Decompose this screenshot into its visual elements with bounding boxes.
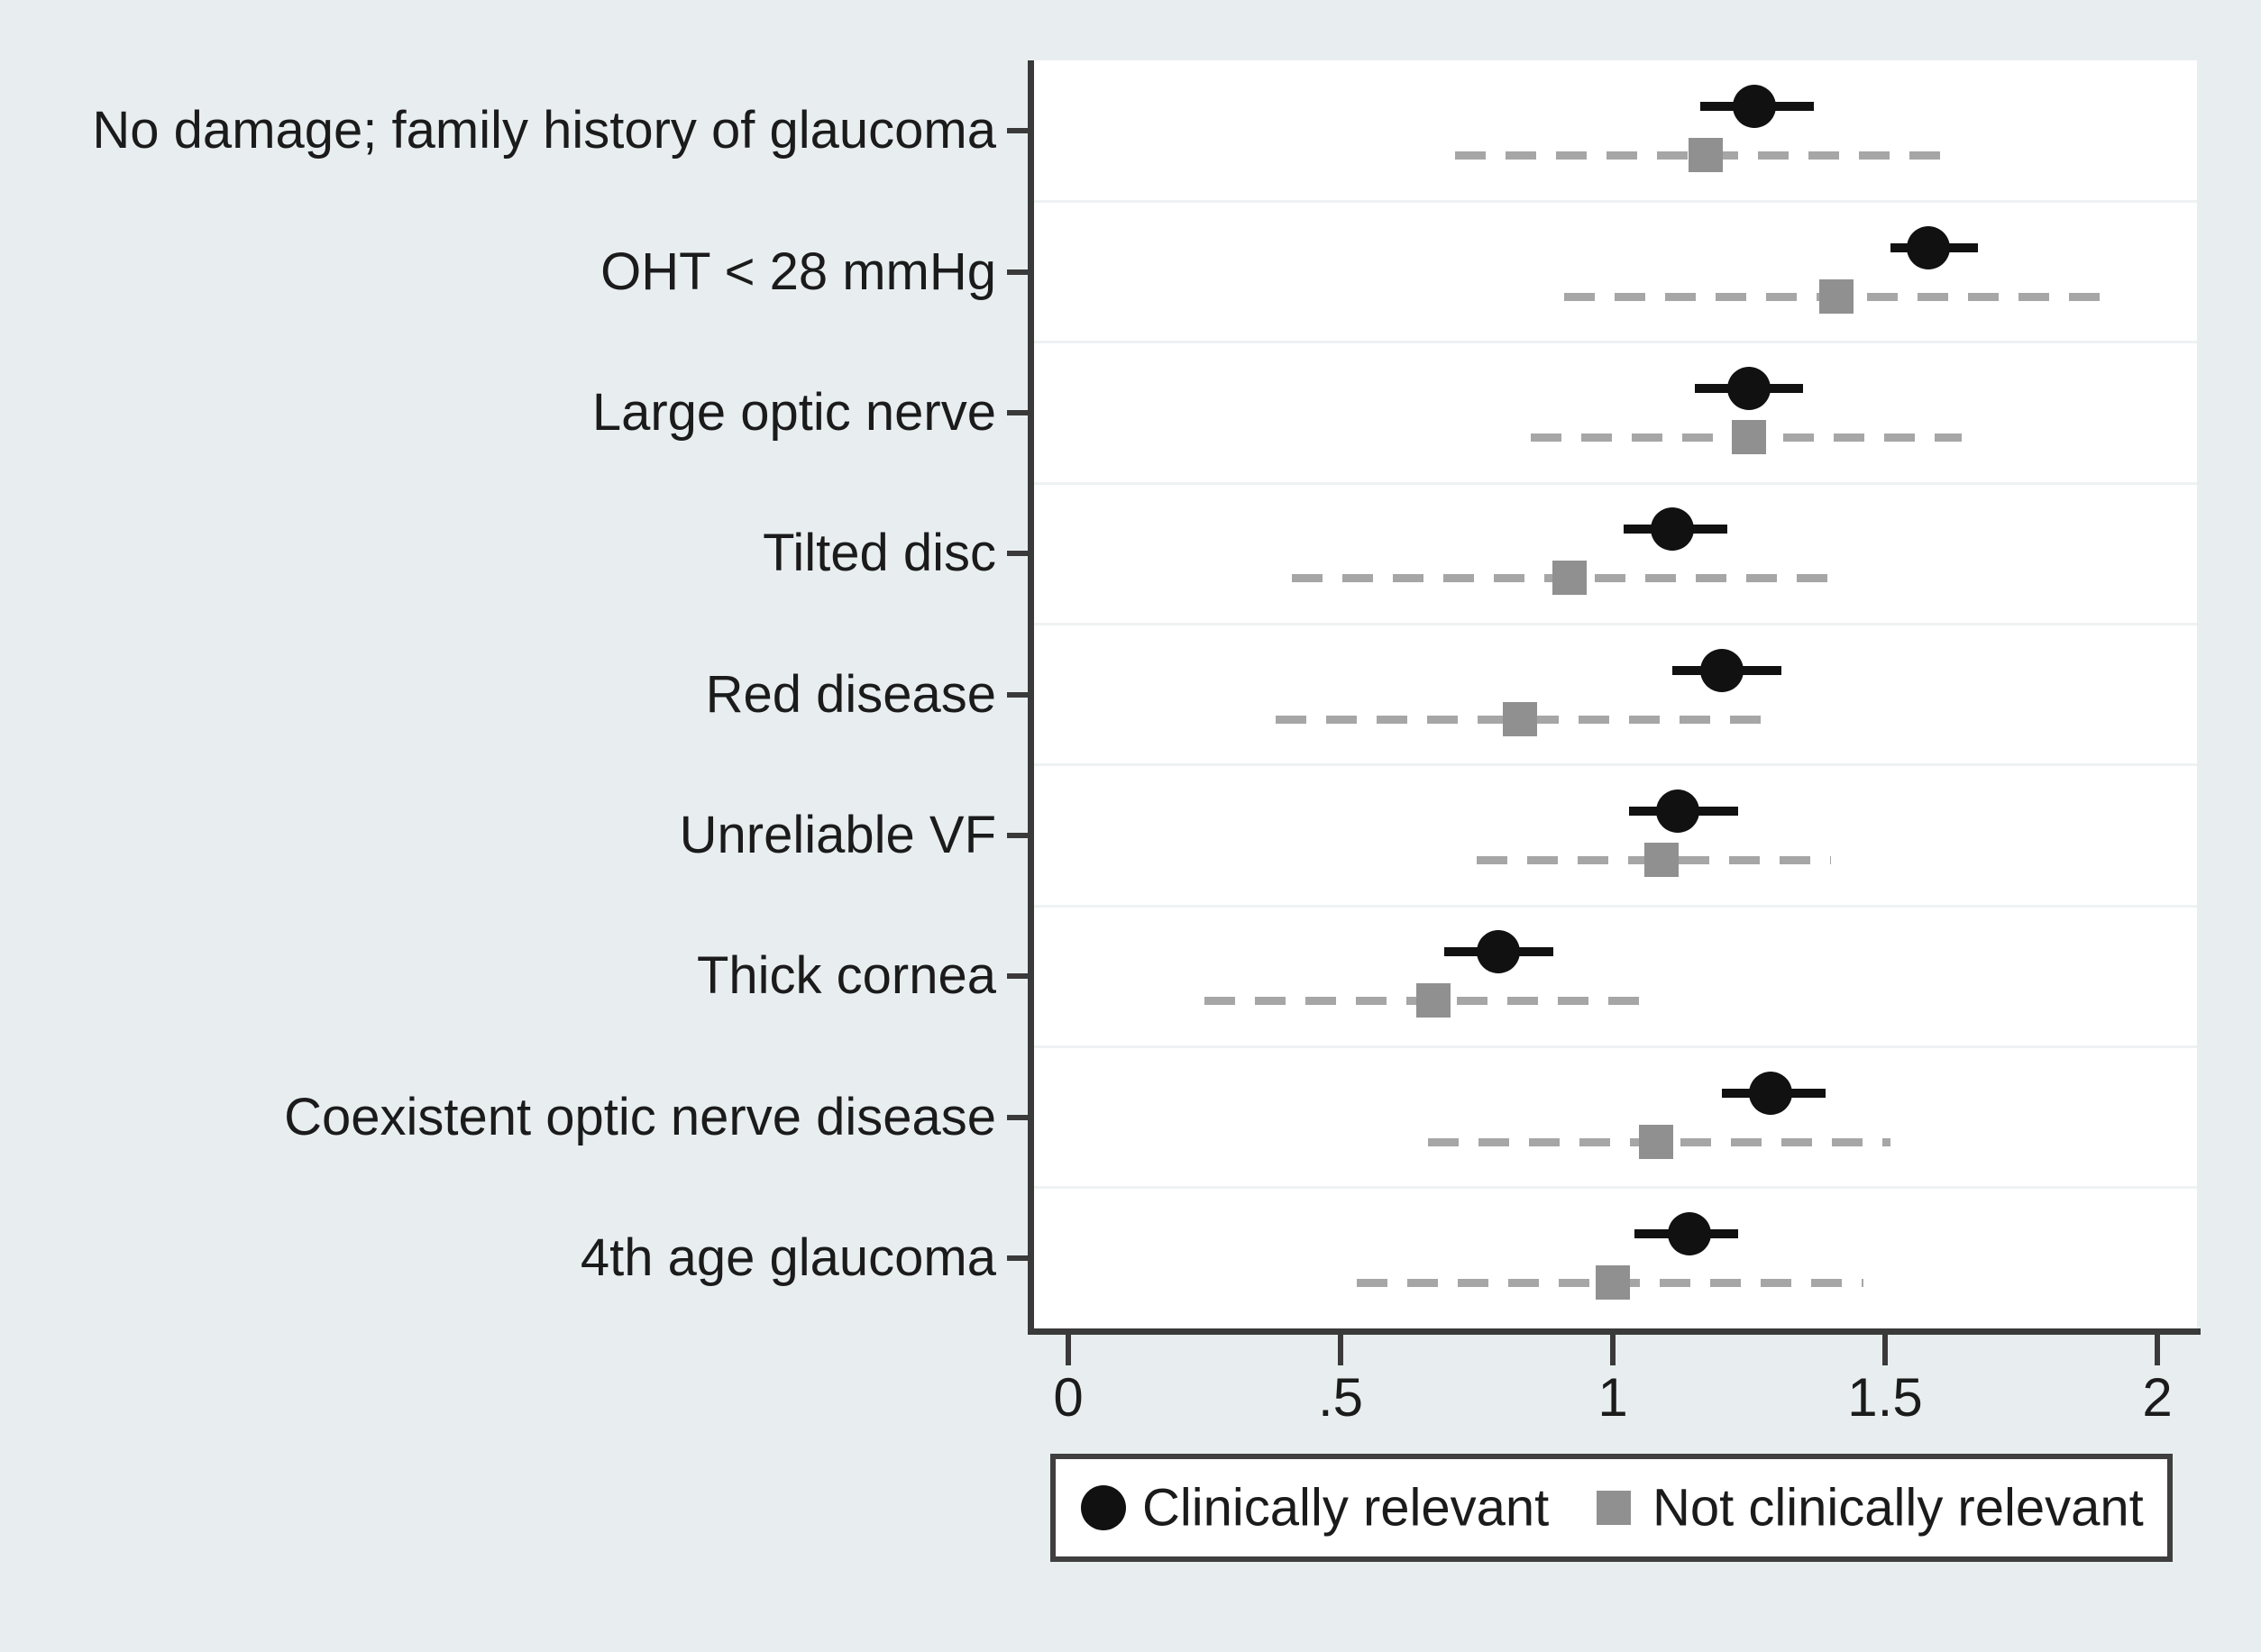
- category-tick: [1007, 1114, 1029, 1120]
- x-tick-label: 0: [1053, 1367, 1084, 1428]
- clinical-marker-circle: [1656, 789, 1700, 833]
- circle-icon: [1081, 1485, 1126, 1530]
- y-axis-line: [1028, 60, 1034, 1335]
- nonclinical-marker-square: [1688, 138, 1723, 173]
- nonclinical-marker-square: [1639, 1124, 1674, 1159]
- category-label: Red disease: [705, 664, 996, 724]
- x-axis-line: [1028, 1328, 2201, 1335]
- legend: Clinically relevant Not clinically relev…: [1050, 1454, 2173, 1562]
- row-separator: [1034, 763, 2197, 767]
- x-tick-label: 1.5: [1847, 1367, 1923, 1428]
- category-tick: [1007, 691, 1029, 698]
- clinical-marker-circle: [1733, 85, 1777, 129]
- clinical-marker-circle: [1699, 648, 1744, 692]
- category-tick: [1007, 1255, 1029, 1261]
- square-icon: [1597, 1491, 1631, 1525]
- x-tick-label: 1: [1597, 1367, 1628, 1428]
- row-separator: [1034, 622, 2197, 625]
- category-label: Thick cornea: [696, 946, 996, 1006]
- nonclinical-marker-square: [1552, 561, 1587, 596]
- nonclinical-marker-square: [1596, 1264, 1630, 1300]
- row-separator: [1034, 904, 2197, 908]
- row-separator: [1034, 481, 2197, 485]
- x-tick: [1610, 1333, 1616, 1365]
- clinical-marker-circle: [1727, 366, 1771, 410]
- legend-label-clinically-relevant: Clinically relevant: [1142, 1478, 1550, 1538]
- nonclinical-marker-square: [1732, 419, 1766, 454]
- category-tick: [1007, 551, 1029, 557]
- clinical-marker-circle: [1907, 225, 1951, 269]
- category-label: Tilted disc: [763, 524, 996, 583]
- nonclinical-marker-square: [1644, 842, 1680, 877]
- row-separator: [1034, 1186, 2197, 1190]
- category-label: Unreliable VF: [679, 805, 996, 864]
- nonclinical-marker-square: [1415, 983, 1451, 1018]
- category-tick: [1007, 128, 1029, 134]
- row-separator: [1034, 1045, 2197, 1048]
- x-tick-label: .5: [1317, 1367, 1364, 1428]
- category-label: OHT < 28 mmHg: [600, 242, 996, 301]
- clinical-marker-circle: [1749, 1071, 1793, 1115]
- category-label: Coexistent optic nerve disease: [284, 1087, 996, 1146]
- x-tick: [1338, 1333, 1343, 1365]
- category-tick: [1007, 832, 1029, 838]
- category-tick: [1007, 409, 1029, 415]
- category-tick: [1007, 973, 1029, 980]
- nonclinical-marker-square: [1503, 701, 1538, 736]
- x-tick: [1066, 1333, 1071, 1365]
- category-tick: [1007, 269, 1029, 275]
- category-label: 4th age glaucoma: [580, 1228, 996, 1287]
- plot-area: [1034, 60, 2197, 1328]
- x-tick: [1882, 1333, 1888, 1365]
- legend-label-not-clinically-relevant: Not clinically relevant: [1652, 1478, 2144, 1538]
- category-label: No damage; family history of glaucoma: [92, 101, 996, 160]
- nonclinical-marker-square: [1818, 278, 1854, 314]
- clinical-marker-circle: [1651, 507, 1695, 552]
- category-label: Large optic nerve: [591, 382, 996, 442]
- x-tick-label: 2: [2142, 1367, 2173, 1428]
- row-separator: [1034, 199, 2197, 203]
- clinical-marker-circle: [1667, 1211, 1711, 1255]
- row-separator: [1034, 341, 2197, 344]
- x-tick: [2155, 1333, 2160, 1365]
- clinical-marker-circle: [1477, 930, 1521, 974]
